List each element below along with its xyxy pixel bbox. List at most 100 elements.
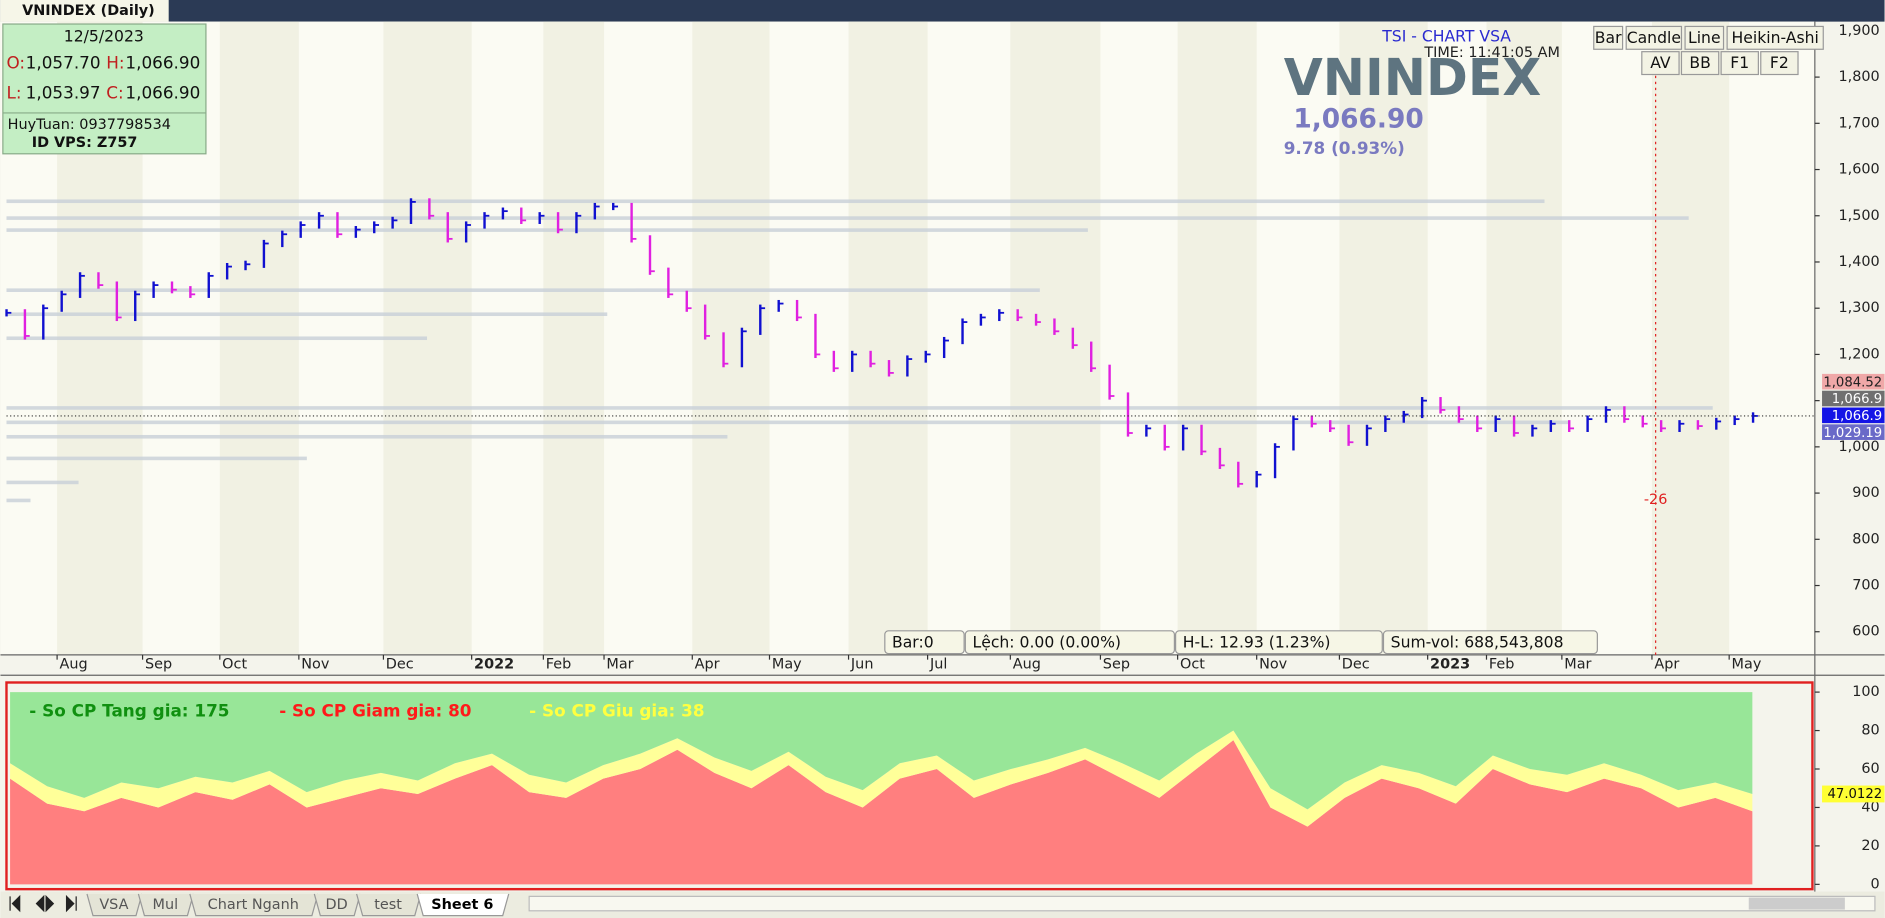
ohlc-bar <box>225 262 232 280</box>
ohlc-bar <box>207 272 214 298</box>
ohlc-bar <box>814 313 821 359</box>
ohlc-bar <box>942 336 949 359</box>
indicator-button[interactable] <box>1680 51 1720 76</box>
status-field <box>1175 630 1383 655</box>
x-tick-label: Sep <box>1103 656 1130 672</box>
price-tag-label: 1,066.9 <box>1832 392 1882 407</box>
y-tick-label: 1,300 <box>1838 300 1879 316</box>
sheet-tab[interactable] <box>189 893 319 917</box>
x-tick-label: Aug <box>59 656 87 672</box>
x-tick-label: Apr <box>1654 656 1679 672</box>
y-tick-label: 1,800 <box>1838 69 1879 85</box>
ohlc-bar <box>1237 461 1244 488</box>
clock: TIME: 11:41:05 AM <box>1423 45 1560 61</box>
chart-mode-button[interactable] <box>1593 25 1624 50</box>
y-tick-label: 800 <box>1852 531 1880 547</box>
nav-arrow[interactable] <box>65 894 77 913</box>
ohlc-bar <box>1329 420 1336 432</box>
sheet-tab[interactable] <box>137 893 195 917</box>
x-tick-label: Nov <box>301 656 330 672</box>
sheet-tab-label: test <box>374 897 402 913</box>
ohlc-bar <box>1108 364 1115 400</box>
scroll-thumb[interactable] <box>1748 897 1845 910</box>
ohlc-bar <box>446 212 453 243</box>
ohlc-bar <box>1126 392 1133 437</box>
price-tag <box>1822 424 1885 440</box>
scrollbar[interactable] <box>528 895 1876 912</box>
ohlc-bar <box>354 226 361 238</box>
ohlc-bar <box>152 281 159 298</box>
y-tick-label: 1,900 <box>1838 23 1879 39</box>
indicator-button[interactable] <box>1720 51 1759 76</box>
y-tick-label: 60 <box>1861 761 1879 777</box>
ohlc-bar <box>1420 397 1427 419</box>
change: 9.78 (0.93%) <box>1284 138 1405 158</box>
chart-mode-button[interactable] <box>1684 25 1725 50</box>
sheet-tab[interactable] <box>313 893 361 917</box>
ohlc-bar <box>759 304 766 335</box>
button-label: Bar <box>1595 29 1622 47</box>
price-tag-label: 1,066.9 <box>1832 409 1882 424</box>
ohlc-bar <box>317 212 324 229</box>
nav-arrow[interactable] <box>35 894 45 913</box>
sheet-tab-label: VSA <box>99 897 128 913</box>
indicator-button[interactable] <box>1641 51 1680 76</box>
info-user: HuyTuan: 0937798534 <box>8 117 171 133</box>
ohlc-bar <box>1604 406 1611 423</box>
ohlc-bar <box>924 350 931 363</box>
sheet-tab[interactable] <box>356 893 422 917</box>
ohlc-bar <box>373 221 380 234</box>
indicator-button[interactable] <box>1760 51 1799 76</box>
chart-mode-button[interactable] <box>1625 25 1683 50</box>
ohlc-bar <box>538 212 545 224</box>
area-series <box>10 740 1753 885</box>
x-tick-label: Mar <box>606 656 633 672</box>
sheet-tab[interactable] <box>416 893 510 917</box>
x-tick-label: Dec <box>1342 656 1370 672</box>
y-tick-label: 600 <box>1852 624 1880 640</box>
legend-entry: - So CP Giam gia: 80 <box>279 700 471 720</box>
status-field <box>1382 630 1598 655</box>
y-tick-label: 1,500 <box>1838 208 1879 224</box>
ohlc-bar <box>1034 313 1041 326</box>
month-band <box>1010 21 1101 655</box>
info-label: C: <box>106 83 123 103</box>
sheet-tab-label: Chart Nganh <box>208 897 299 913</box>
ohlc-bar <box>1457 406 1464 423</box>
sheet-tab[interactable] <box>86 893 143 917</box>
ohlc-bar <box>998 309 1005 322</box>
status-text: Bar:0 <box>892 633 934 651</box>
ohlc-bar <box>1678 420 1685 432</box>
ohlc-bar <box>685 290 692 312</box>
price-tag <box>1822 373 1885 390</box>
x-tick-label: Feb <box>1489 656 1515 672</box>
ohlc-bar <box>1071 327 1078 349</box>
ohlc-bar <box>1439 397 1446 414</box>
nav-arrow[interactable] <box>45 894 55 913</box>
ohlc-bar <box>851 350 858 372</box>
title-bar <box>0 0 1885 22</box>
sheet-tab-label: DD <box>326 897 348 913</box>
ohlc-bar <box>1145 424 1152 437</box>
ohlc-bar <box>575 212 582 234</box>
x-tick-label: Aug <box>1013 656 1041 672</box>
x-tick-label: Sep <box>145 656 172 672</box>
ohlc-bar <box>60 290 67 312</box>
nav-arrow[interactable] <box>9 894 21 913</box>
y-tick-label: 1,200 <box>1838 346 1879 362</box>
ohlc-bar <box>832 350 839 372</box>
ohlc-bar <box>262 239 269 268</box>
info-value: 1,066.90 <box>125 83 200 103</box>
info-value: 1,066.90 <box>125 53 200 73</box>
x-tick-label: Nov <box>1259 656 1288 672</box>
ohlc-bar <box>391 216 398 229</box>
window-tab[interactable] <box>0 0 169 22</box>
x-tick-label: Apr <box>695 656 720 672</box>
status-field <box>964 630 1176 655</box>
ohlc-bar <box>78 272 85 298</box>
chart-mode-button[interactable] <box>1726 25 1824 50</box>
ohlc-bar <box>979 313 986 326</box>
button-label: Line <box>1688 29 1721 47</box>
ohlc-bar <box>593 202 600 220</box>
button-label: AV <box>1650 54 1671 72</box>
